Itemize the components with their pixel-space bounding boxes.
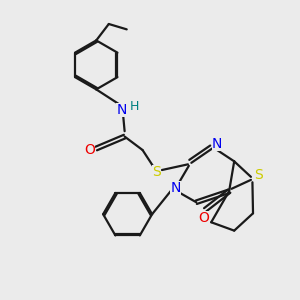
Text: O: O (84, 143, 95, 157)
Text: H: H (130, 100, 139, 112)
Text: N: N (212, 137, 222, 151)
Text: S: S (254, 168, 263, 182)
Text: O: O (198, 211, 209, 225)
Text: N: N (170, 181, 181, 195)
Text: N: N (116, 103, 127, 117)
Text: S: S (152, 164, 161, 178)
